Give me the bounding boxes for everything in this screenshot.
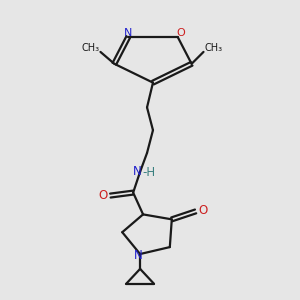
Text: O: O bbox=[198, 204, 207, 217]
Text: O: O bbox=[99, 189, 108, 202]
Text: -H: -H bbox=[142, 166, 156, 179]
Text: N: N bbox=[124, 28, 132, 38]
Text: CH₃: CH₃ bbox=[204, 43, 223, 53]
Text: N: N bbox=[133, 165, 142, 178]
Text: N: N bbox=[134, 248, 142, 262]
Text: O: O bbox=[176, 28, 185, 38]
Text: CH₃: CH₃ bbox=[82, 43, 100, 53]
